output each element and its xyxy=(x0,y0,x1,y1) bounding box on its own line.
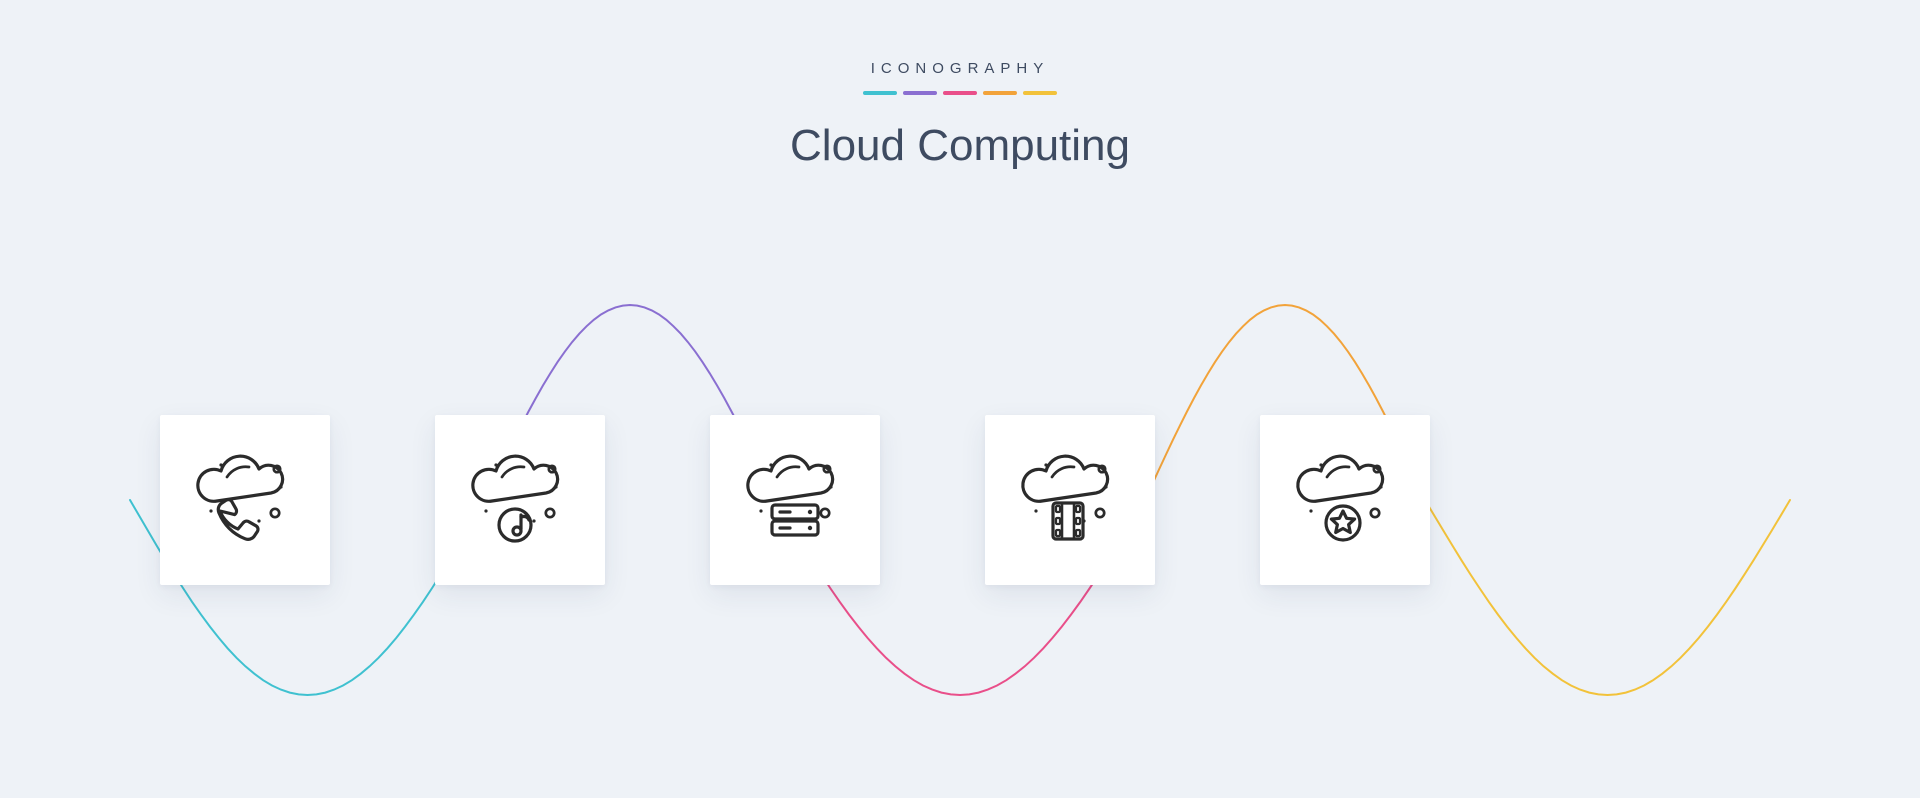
icon-card xyxy=(710,415,880,585)
accent-bar xyxy=(1023,91,1057,95)
header: ICONOGRAPHY Cloud Computing xyxy=(0,60,1920,171)
cloud-video-icon xyxy=(1015,445,1125,555)
page-title: Cloud Computing xyxy=(0,121,1920,171)
accent-bar xyxy=(903,91,937,95)
icon-card xyxy=(435,415,605,585)
cloud-star-icon xyxy=(1290,445,1400,555)
accent-bar xyxy=(943,91,977,95)
accent-bar xyxy=(983,91,1017,95)
icon-card xyxy=(985,415,1155,585)
cloud-server-icon xyxy=(740,445,850,555)
wave-segment xyxy=(1425,500,1790,695)
accent-bar xyxy=(863,91,897,95)
underline-accents xyxy=(0,91,1920,95)
cloud-call-icon xyxy=(190,445,300,555)
icon-card xyxy=(1260,415,1430,585)
cloud-music-icon xyxy=(465,445,575,555)
icon-card xyxy=(160,415,330,585)
kicker: ICONOGRAPHY xyxy=(0,60,1920,77)
